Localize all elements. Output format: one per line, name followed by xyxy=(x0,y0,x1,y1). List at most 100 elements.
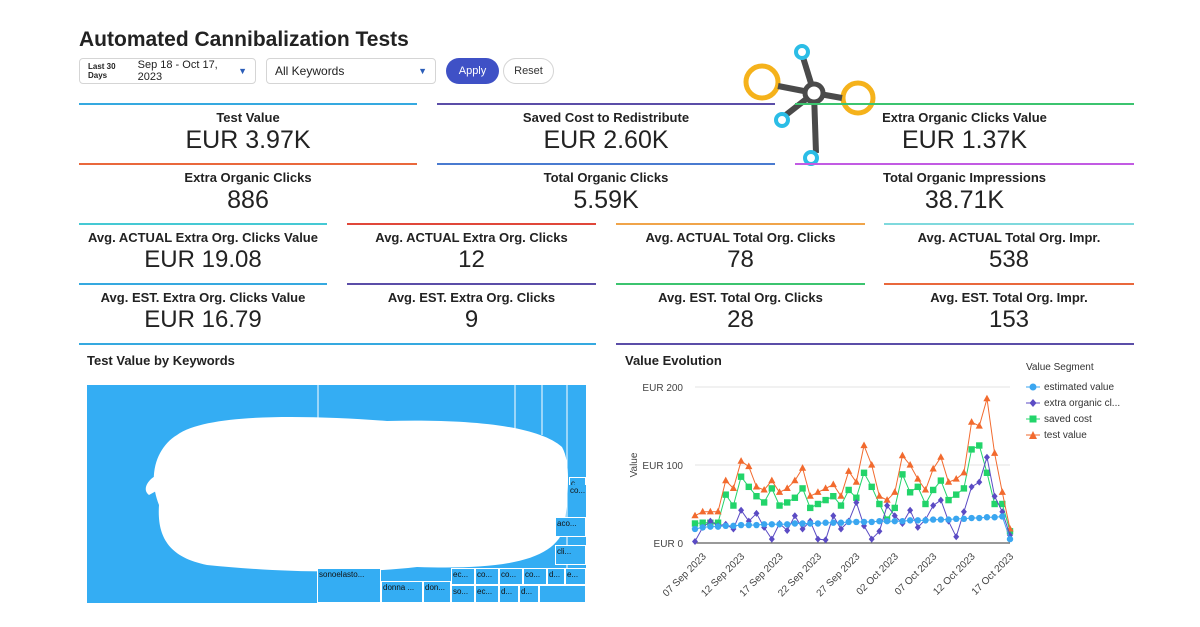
treemap-cell[interactable]: cli... xyxy=(555,545,586,565)
data-point xyxy=(837,519,845,526)
data-point xyxy=(830,493,837,500)
kpi-tile: Avg. ACTUAL Total Org. Clicks 78 xyxy=(616,223,865,283)
data-point xyxy=(737,473,745,480)
data-point xyxy=(814,535,821,543)
data-point xyxy=(814,488,822,495)
kpi-value: EUR 16.79 xyxy=(144,306,262,333)
data-point xyxy=(968,446,975,453)
legend-item[interactable]: test value xyxy=(1026,427,1120,443)
kpi-value: 78 xyxy=(727,246,754,273)
data-point xyxy=(967,418,976,425)
kpi-label: Avg. EST. Total Org. Impr. xyxy=(930,290,1088,305)
data-point xyxy=(791,494,799,501)
data-point xyxy=(960,508,967,516)
treemap-cell[interactable]: d... xyxy=(519,585,539,603)
data-point xyxy=(952,475,960,482)
data-point xyxy=(899,471,906,478)
series-line xyxy=(694,457,1011,542)
treemap-cell[interactable]: sonoelasto... xyxy=(317,568,381,603)
kpi-value: EUR 3.97K xyxy=(185,126,311,154)
data-point xyxy=(798,464,807,471)
data-point xyxy=(899,517,906,525)
treemap-cell[interactable] xyxy=(539,585,586,603)
treemap-cell[interactable]: so... xyxy=(451,585,475,603)
treemap-cell[interactable]: co... xyxy=(475,568,499,585)
kpi-label: Avg. EST. Extra Org. Clicks xyxy=(387,290,556,305)
data-point xyxy=(730,522,737,530)
data-point xyxy=(860,441,868,449)
date-range-picker[interactable]: Last 30 Days Sep 18 - Oct 17, 2023 ▼ xyxy=(79,58,256,84)
data-point xyxy=(729,484,738,491)
kpi-label: Extra Organic Clicks Value xyxy=(882,110,1047,125)
data-point xyxy=(883,517,891,525)
chart-title: Value Evolution xyxy=(625,353,722,368)
data-point xyxy=(691,525,699,533)
kpi-label: Total Organic Clicks xyxy=(543,170,669,185)
data-point xyxy=(837,502,845,509)
data-point xyxy=(983,469,991,476)
data-point xyxy=(822,484,830,491)
treemap-cell[interactable]: don... xyxy=(423,581,451,603)
data-point xyxy=(776,521,783,528)
kpi-tile: Avg. ACTUAL Extra Org. Clicks 12 xyxy=(347,223,596,283)
treemap-cell[interactable]: d... xyxy=(499,585,519,603)
y-tick-label: EUR 0 xyxy=(654,539,684,550)
kpi-tile: Avg. ACTUAL Extra Org. Clicks Value EUR 1… xyxy=(79,223,327,283)
data-point xyxy=(783,521,791,528)
kpi-tile: Avg. EST. Total Org. Clicks 28 xyxy=(616,283,865,343)
treemap-cell[interactable]: aco... xyxy=(555,517,586,537)
treemap-cell[interactable]: ec... xyxy=(451,568,475,585)
data-point xyxy=(760,521,768,528)
data-point xyxy=(906,461,914,468)
data-point xyxy=(960,485,968,492)
treemap-cell[interactable]: co... xyxy=(523,568,547,585)
data-point xyxy=(699,524,706,531)
data-point xyxy=(868,535,875,543)
data-point xyxy=(852,478,860,485)
kpi-label: Extra Organic Clicks xyxy=(184,170,312,185)
apply-button[interactable]: Apply xyxy=(446,58,499,84)
legend-item[interactable]: estimated value xyxy=(1026,379,1120,395)
treemap-cell[interactable]: d... xyxy=(547,568,565,585)
treemap-cell[interactable]: donna ... xyxy=(381,581,423,603)
kpi-label: Avg. EST. Total Org. Clicks xyxy=(658,290,823,305)
treemap-blob xyxy=(145,385,569,603)
reset-button[interactable]: Reset xyxy=(503,58,554,84)
legend-marker xyxy=(1026,431,1040,439)
data-point xyxy=(714,523,722,530)
data-point xyxy=(976,514,983,522)
data-point xyxy=(807,504,814,512)
treemap-cell[interactable]: e... xyxy=(565,568,586,585)
data-point xyxy=(791,520,799,527)
treemap-cell[interactable]: co... xyxy=(499,568,523,585)
legend-item[interactable]: extra organic cl... xyxy=(1026,395,1120,411)
data-point xyxy=(707,523,714,530)
data-point xyxy=(738,506,745,514)
data-point xyxy=(860,469,868,476)
data-point xyxy=(883,496,891,503)
kpi-value: EUR 2.60K xyxy=(543,126,669,154)
data-point xyxy=(692,537,698,545)
data-point xyxy=(929,486,937,494)
legend-label: extra organic cl... xyxy=(1044,397,1121,409)
data-point xyxy=(944,478,953,485)
keyword-filter-select[interactable]: All Keywords ▼ xyxy=(266,58,436,84)
data-point xyxy=(891,488,899,495)
kpi-tile: Extra Organic Clicks 886 xyxy=(79,163,417,223)
network-logo xyxy=(743,44,876,166)
data-point xyxy=(799,485,806,492)
legend-marker xyxy=(1026,383,1040,391)
data-point xyxy=(922,517,929,524)
legend-item[interactable]: saved cost xyxy=(1026,411,1120,427)
data-point xyxy=(960,515,968,523)
treemap-cell[interactable]: ec... xyxy=(475,585,499,603)
data-point xyxy=(830,512,837,520)
keyword-treemap[interactable]: sonoelasto... donna ... don... ec... co.… xyxy=(87,385,586,603)
data-point xyxy=(853,498,860,506)
kpi-value: EUR 1.37K xyxy=(901,126,1028,154)
treemap-cell[interactable]: co... xyxy=(569,485,586,497)
data-point xyxy=(853,518,860,526)
data-point xyxy=(976,478,983,486)
data-point xyxy=(691,511,699,519)
